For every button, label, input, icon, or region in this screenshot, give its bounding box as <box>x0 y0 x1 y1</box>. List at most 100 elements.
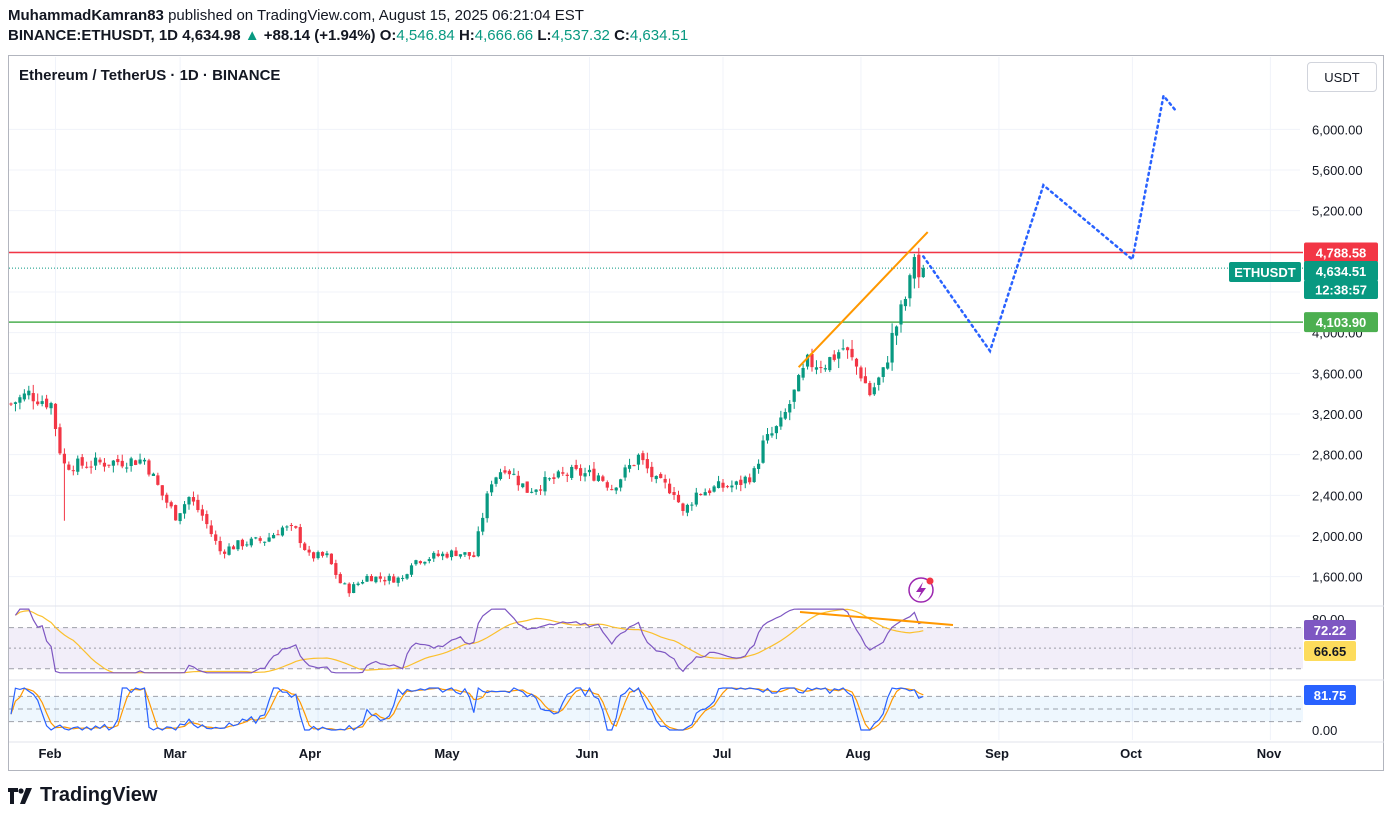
candle-body <box>449 550 454 558</box>
candle <box>27 385 31 400</box>
candle <box>240 538 244 550</box>
candle-body <box>320 551 325 556</box>
candle <box>605 480 609 491</box>
candle <box>22 389 26 402</box>
candle <box>93 452 98 471</box>
candle-body <box>765 434 770 441</box>
price-labels: 4,788.58 4,103.90 ETHUSDT 4,634.51 12:38:57 7… <box>1229 242 1378 705</box>
candle <box>908 273 912 307</box>
candle <box>516 470 520 491</box>
candle <box>676 490 681 503</box>
candle <box>454 547 458 557</box>
candle <box>761 435 765 464</box>
price-axis[interactable]: 6,000.005,600.005,200.004,000.003,600.00… <box>1312 122 1363 584</box>
candle-body <box>716 481 721 489</box>
candle-body <box>463 552 467 555</box>
candle-body <box>325 553 329 556</box>
support-price-label-text: 4,103.90 <box>1316 315 1367 330</box>
candle-body <box>427 559 431 562</box>
candle-body <box>423 561 427 564</box>
candle <box>387 573 391 585</box>
candle-body <box>516 475 520 486</box>
price-tick-label: 5,200.00 <box>1312 204 1363 219</box>
candle <box>485 491 489 523</box>
candle-body <box>45 398 49 408</box>
candle-body <box>805 354 810 367</box>
candle-body <box>151 473 155 476</box>
candle <box>329 553 333 565</box>
candle-body <box>365 575 369 582</box>
candle <box>890 323 894 371</box>
published-text: published on TradingView.com, August 15,… <box>168 7 584 24</box>
candle-body <box>134 460 138 465</box>
candle-body <box>538 489 543 491</box>
candle <box>596 472 600 482</box>
candle-body <box>71 470 75 472</box>
candle-body <box>921 268 925 278</box>
publish-header: MuhammadKamran83 published on TradingVie… <box>8 6 688 46</box>
candle <box>757 459 761 474</box>
candle-body <box>690 504 694 506</box>
candle-body <box>485 493 489 519</box>
candle <box>116 454 120 466</box>
symbol-label: BINANCE:ETHUSDT, 1D <box>8 27 179 44</box>
candle-body <box>436 553 440 556</box>
candle-body <box>418 561 422 564</box>
stoch-axis-tick: 0.00 <box>1312 723 1337 738</box>
tradingview-logo[interactable]: TradingView <box>8 784 157 807</box>
author-name[interactable]: MuhammadKamran83 <box>8 7 164 24</box>
candle <box>71 465 75 476</box>
candle <box>249 536 253 548</box>
candle-body <box>530 491 534 493</box>
candle-body <box>685 504 689 513</box>
candle-body <box>694 492 698 505</box>
candle-body <box>610 489 614 491</box>
candle-body <box>209 525 213 535</box>
candle-body <box>779 417 783 427</box>
candle <box>138 453 142 465</box>
candle-body <box>654 475 658 480</box>
candle <box>668 478 672 495</box>
lightning-icon <box>908 577 934 603</box>
candle-body <box>837 352 841 359</box>
candle-body <box>9 403 13 405</box>
candle <box>258 536 262 544</box>
candle-body <box>129 458 133 467</box>
candle <box>659 472 663 479</box>
candle-body <box>156 475 160 485</box>
candle-body <box>761 440 765 463</box>
candle <box>231 544 236 550</box>
candle <box>18 394 22 410</box>
close-value: 4,634.51 <box>629 27 689 44</box>
candle-body <box>147 460 151 475</box>
resistance-price-label-text: 4,788.58 <box>1316 245 1367 260</box>
high-label: H: <box>458 27 475 44</box>
candle <box>307 545 311 556</box>
price-tick-label: 3,200.00 <box>1312 407 1363 422</box>
countdown-label: 12:38:57 <box>1304 280 1378 299</box>
time-axis[interactable]: Feb Mar Apr May Jun Jul Aug Sep Oct Nov <box>38 746 1282 761</box>
candle-body <box>263 541 267 543</box>
candle-body <box>819 367 823 369</box>
candle-body <box>27 390 31 396</box>
candle-body <box>699 494 703 496</box>
candle-body <box>409 565 414 575</box>
candle <box>534 489 538 495</box>
candle <box>592 462 596 482</box>
candle-body <box>245 544 249 546</box>
currency-button[interactable]: USDT <box>1307 62 1377 92</box>
candle-body <box>743 476 747 484</box>
up-arrow-icon: ▲ <box>244 27 260 44</box>
candle <box>134 459 138 466</box>
candle <box>877 376 881 391</box>
candle <box>218 536 222 555</box>
candle <box>854 357 859 375</box>
candle <box>788 400 792 421</box>
candle <box>507 469 511 480</box>
candle-body <box>725 486 730 488</box>
candle-body <box>565 474 569 476</box>
candle-body <box>102 462 107 467</box>
candle-body <box>774 426 778 434</box>
candle-body <box>218 541 222 552</box>
